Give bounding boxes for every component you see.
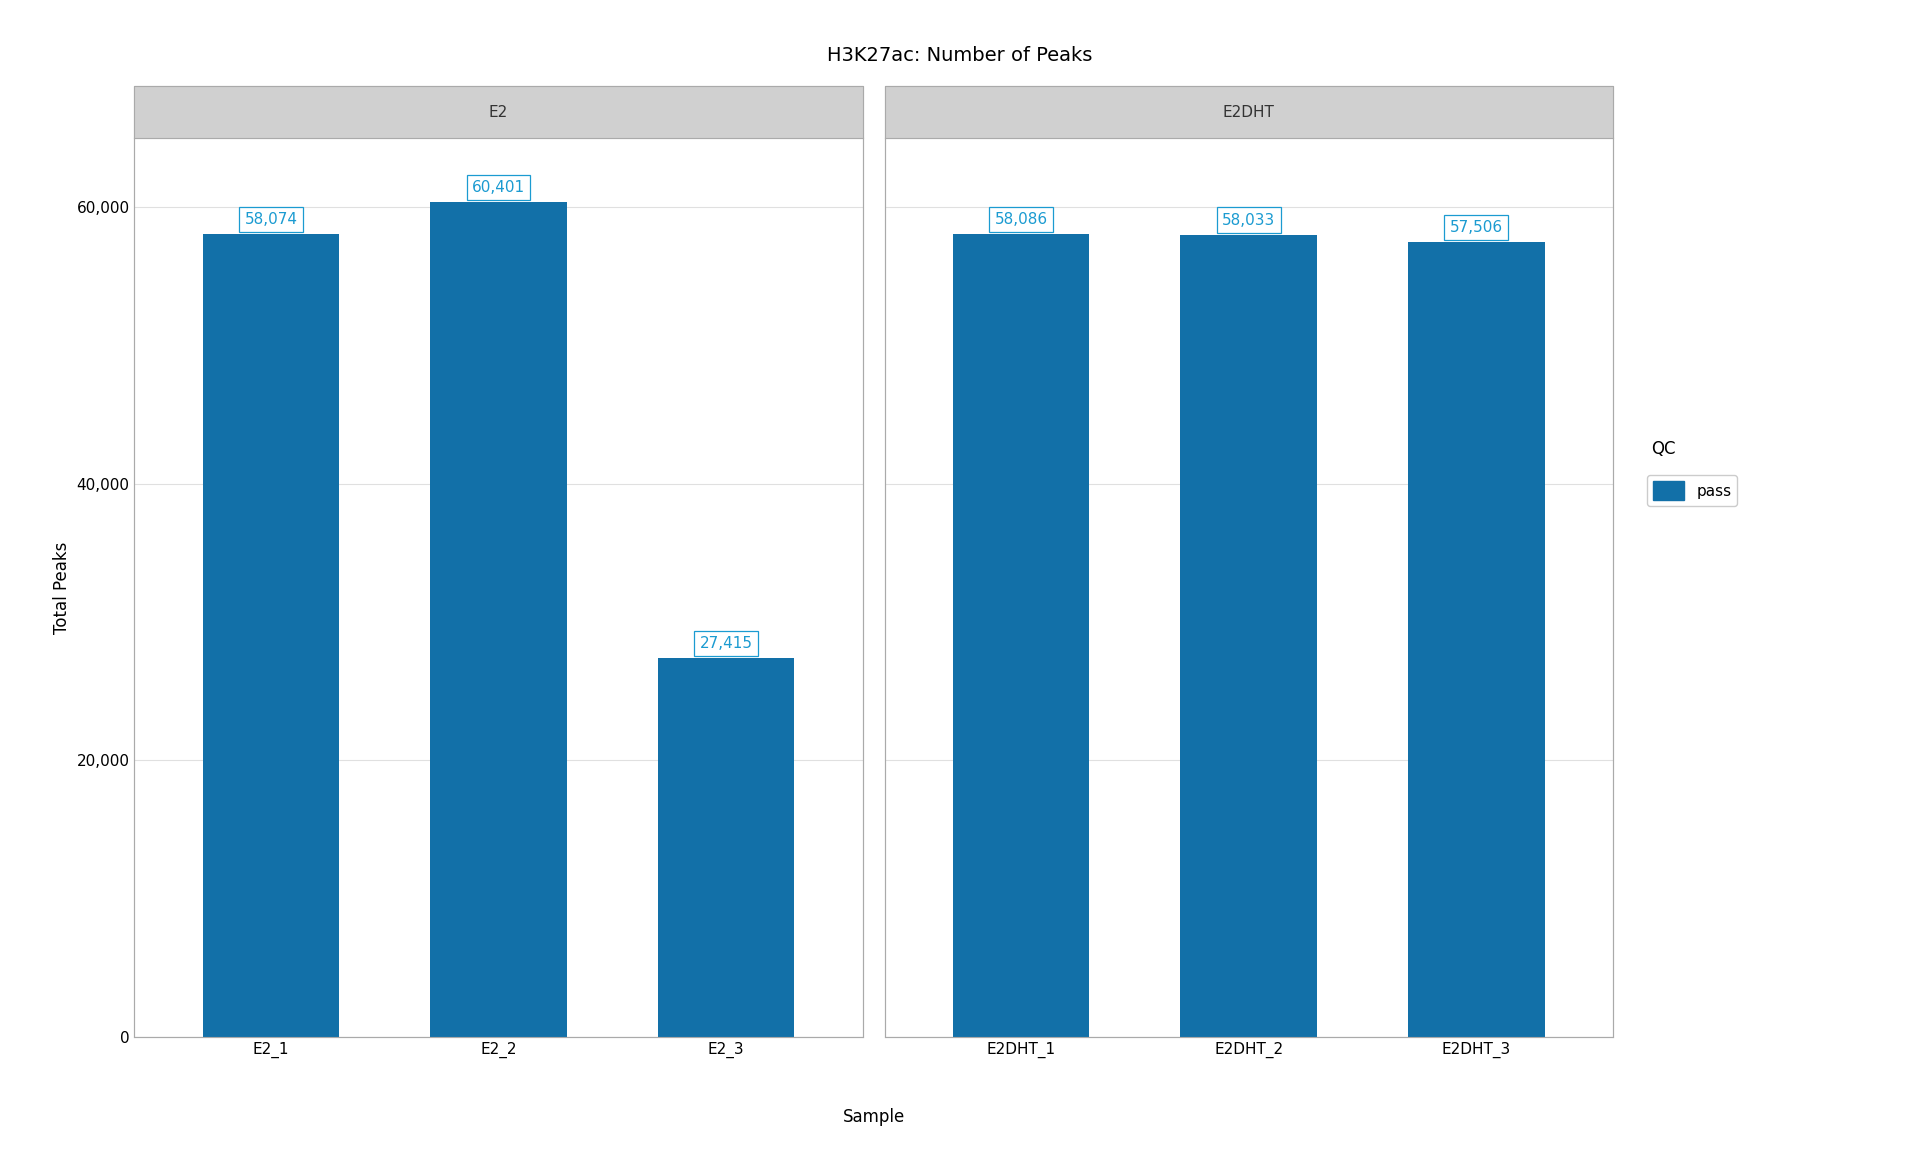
Text: E2DHT: E2DHT <box>1223 105 1275 120</box>
Bar <box>1181 235 1317 1037</box>
Text: 58,033: 58,033 <box>1221 213 1275 228</box>
Bar <box>659 658 795 1037</box>
Text: H3K27ac: Number of Peaks: H3K27ac: Number of Peaks <box>828 46 1092 65</box>
Legend: pass: pass <box>1647 476 1738 506</box>
Text: 57,506: 57,506 <box>1450 220 1503 235</box>
Text: 58,074: 58,074 <box>244 212 298 227</box>
Text: 27,415: 27,415 <box>699 636 753 651</box>
Text: 60,401: 60,401 <box>472 180 524 195</box>
Y-axis label: Total Peaks: Total Peaks <box>54 541 71 634</box>
Bar <box>952 234 1089 1037</box>
Bar <box>204 234 340 1037</box>
Text: Sample: Sample <box>843 1108 904 1127</box>
Text: E2: E2 <box>490 105 509 120</box>
Bar <box>430 202 566 1037</box>
Bar <box>1407 242 1544 1037</box>
Text: 58,086: 58,086 <box>995 212 1048 227</box>
Text: QC: QC <box>1651 440 1676 458</box>
